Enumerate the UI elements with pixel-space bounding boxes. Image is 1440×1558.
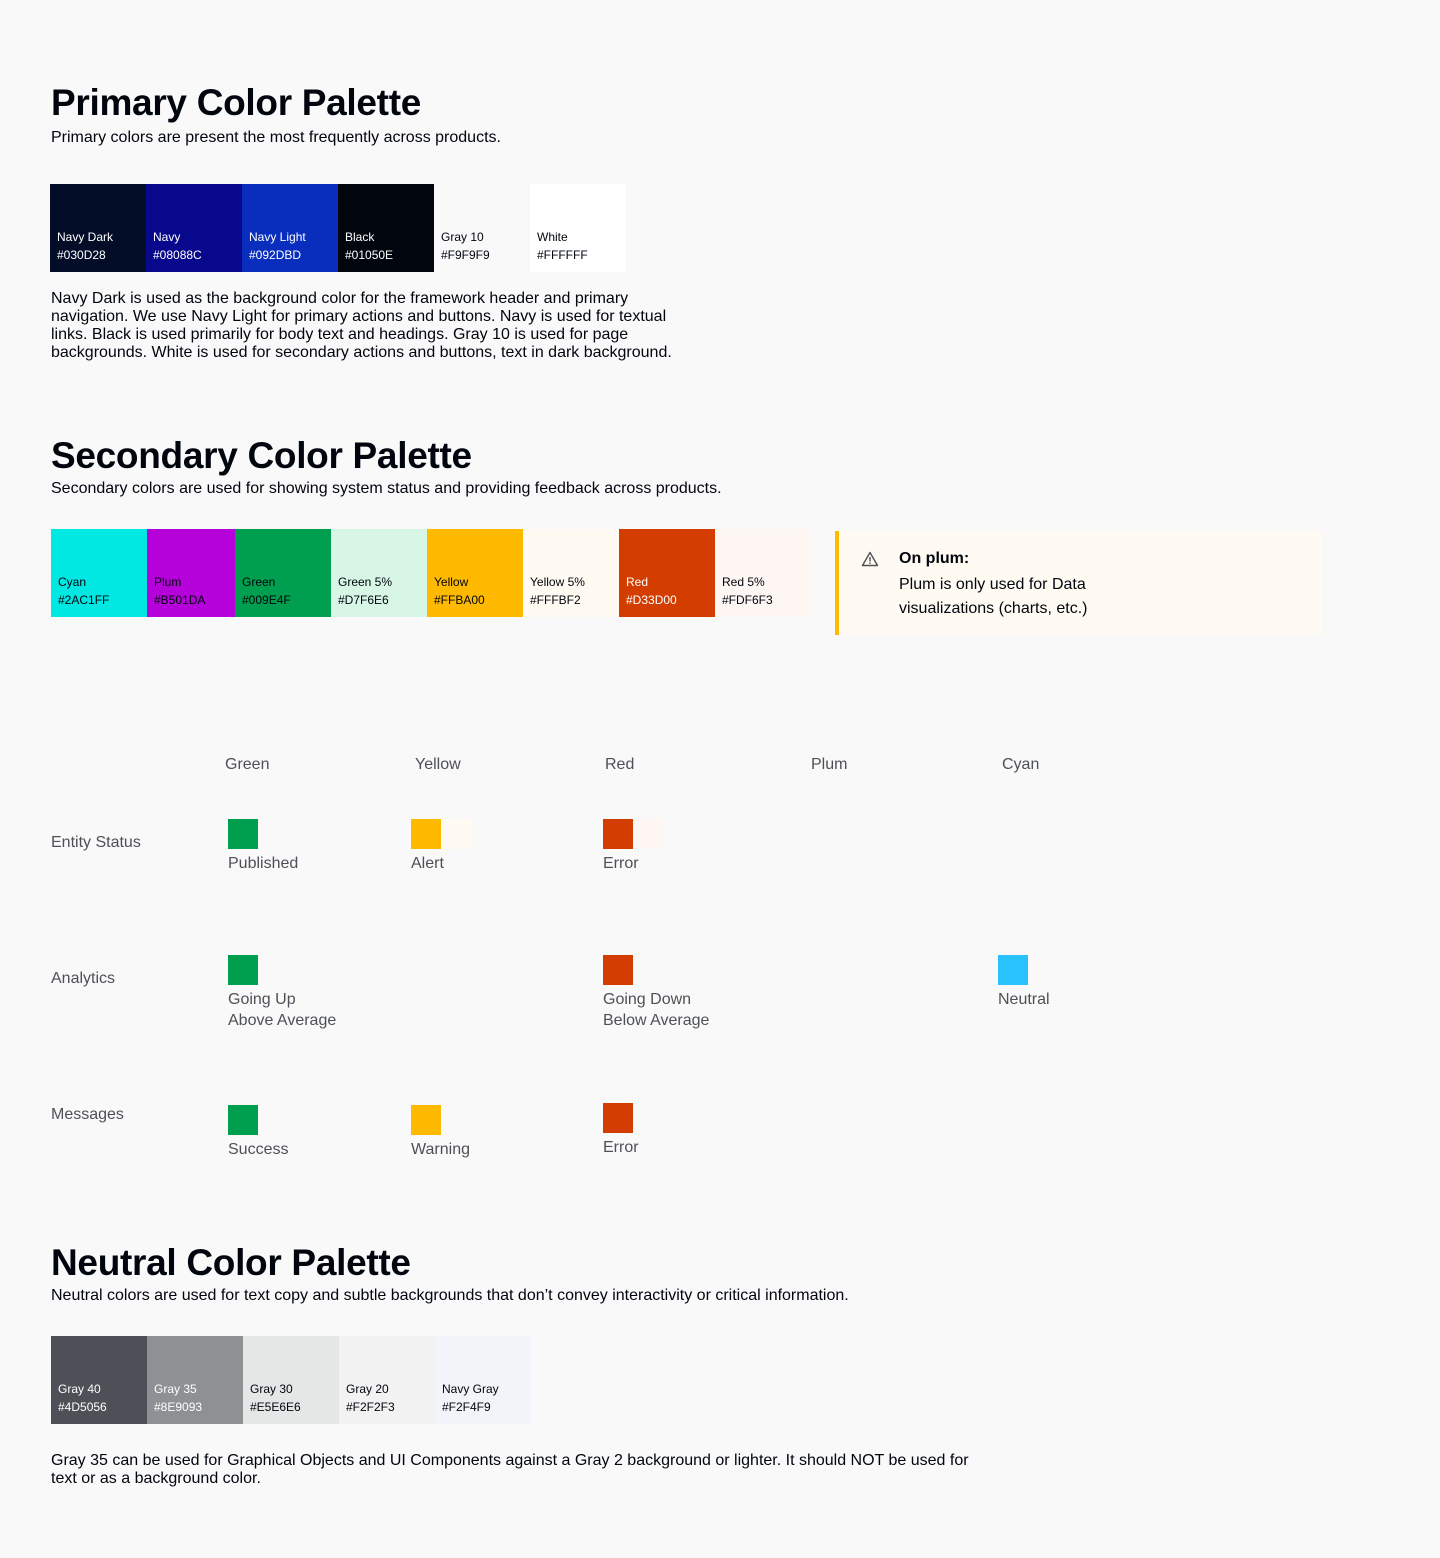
swatch-name: Green (242, 575, 276, 589)
swatch-red-5-: Red 5% #FDF6F3 (715, 529, 811, 617)
swatch-hex: #B501DA (154, 593, 206, 607)
swatch-navy-light: Navy Light #092DBD (242, 184, 338, 272)
swatch-red: Red #D33D00 (619, 529, 715, 617)
going-down-label: Going Down (603, 991, 692, 1008)
swatch-navy: Navy #08088C (146, 184, 242, 272)
swatch-hex: #FFFFFF (537, 248, 588, 262)
swatch-hex: #F9F9F9 (441, 248, 490, 262)
swatch-hex: #D33D00 (626, 593, 677, 607)
swatch-hex: #092DBD (249, 248, 302, 262)
message-error-swatch (603, 1103, 633, 1133)
row-messages: Messages (51, 1106, 124, 1123)
swatch-hex: #F2F2F3 (346, 1400, 395, 1414)
swatch-hex: #8E9093 (154, 1400, 203, 1414)
published-swatch (228, 819, 258, 849)
message-error-label: Error (603, 1139, 639, 1156)
swatch-hex: #4D5056 (58, 1400, 107, 1414)
swatch-name: Red (626, 575, 649, 589)
primary-title: Primary Color Palette (51, 82, 422, 123)
swatch-name: Gray 35 (154, 1382, 197, 1396)
swatch-name: Navy Dark (57, 230, 114, 244)
swatch-yellow-5-: Yellow 5% #FFFBF2 (523, 529, 619, 617)
swatch-name: Plum (154, 575, 182, 589)
warning-swatch (411, 1105, 441, 1135)
below-average-label: Below Average (603, 1012, 710, 1029)
notice-body: Plum is only used for Data visualization… (899, 576, 1088, 617)
swatch-green-5-: Green 5% #D7F6E6 (331, 529, 427, 617)
row-analytics: Analytics (51, 970, 116, 987)
swatch-yellow: Yellow #FFBA00 (427, 529, 523, 617)
neutral-label: Neutral (998, 991, 1050, 1008)
error-label: Error (603, 855, 639, 872)
swatch-name: Black (345, 230, 375, 244)
alert-light-swatch (441, 819, 471, 849)
error-swatch (603, 819, 633, 849)
swatch-gray-35: Gray 35 #8E9093 (147, 1336, 243, 1424)
swatch-name: Gray 10 (441, 230, 484, 244)
swatch-hex: #01050E (345, 248, 394, 262)
swatch-hex: #F2F4F9 (442, 1400, 491, 1414)
column-cyan: Cyan (1002, 756, 1040, 773)
neutral-subtitle: Neutral colors are used for text copy an… (51, 1287, 849, 1304)
column-green: Green (225, 756, 270, 773)
swatch-gray-10: Gray 10 #F9F9F9 (434, 184, 530, 272)
swatch-cyan: Cyan #2AC1FF (51, 529, 147, 617)
secondary-subtitle: Secondary colors are used for showing sy… (51, 480, 722, 497)
swatch-name: Gray 30 (250, 1382, 293, 1396)
column-red: Red (605, 756, 635, 773)
swatch-hex: #D7F6E6 (338, 593, 389, 607)
swatch-hex: #2AC1FF (58, 593, 110, 607)
going-down-swatch (603, 955, 633, 985)
swatch-hex: #030D28 (57, 248, 106, 262)
swatch-gray-20: Gray 20 #F2F2F3 (339, 1336, 435, 1424)
column-yellow: Yellow (415, 756, 461, 773)
swatch-name: Yellow 5% (530, 575, 585, 589)
neutral-swatch (998, 955, 1028, 985)
swatch-black: Black #01050E (338, 184, 434, 272)
notice-title: On plum: (899, 550, 970, 567)
swatch-plum: Plum #B501DA (147, 529, 235, 617)
swatch-hex: #009E4F (242, 593, 291, 607)
success-label: Success (228, 1141, 289, 1158)
success-swatch (228, 1105, 258, 1135)
plum-notice: On plum: Plum is only used for Data visu… (835, 531, 1322, 635)
secondary-title: Secondary Color Palette (51, 435, 472, 476)
swatch-green: Green #009E4F (235, 529, 331, 617)
neutral-title: Neutral Color Palette (51, 1242, 411, 1283)
published-label: Published (228, 855, 299, 872)
above-average-label: Above Average (228, 1012, 337, 1029)
swatch-gray-40: Gray 40 #4D5056 (51, 1336, 147, 1424)
error-light-swatch (633, 819, 663, 849)
swatch-name: Red 5% (722, 575, 765, 589)
swatch-hex: #FFBA00 (434, 593, 485, 607)
swatch-navy-dark: Navy Dark #030D28 (50, 184, 146, 272)
warning-triangle-icon (861, 551, 879, 567)
alert-swatch (411, 819, 441, 849)
neutral-note: Gray 35 can be used for Graphical Object… (51, 1452, 969, 1487)
swatch-white: White #FFFFFF (530, 184, 626, 272)
swatch-gray-30: Gray 30 #E5E6E6 (243, 1336, 339, 1424)
warning-label: Warning (411, 1141, 470, 1158)
primary-subtitle: Primary colors are present the most freq… (51, 129, 501, 146)
swatch-name: Gray 20 (346, 1382, 389, 1396)
swatch-navy-gray: Navy Gray #F2F4F9 (435, 1336, 531, 1424)
swatch-hex: #08088C (153, 248, 202, 262)
alert-label: Alert (411, 855, 444, 872)
going-up-label: Going Up (228, 991, 296, 1008)
primary-note: Navy Dark is used as the background colo… (51, 290, 672, 361)
swatch-name: Cyan (58, 575, 87, 589)
swatch-name: Yellow (434, 575, 469, 589)
swatch-name: Gray 40 (58, 1382, 101, 1396)
row-entity-status: Entity Status (51, 834, 141, 851)
swatch-hex: #FDF6F3 (722, 593, 773, 607)
swatch-name: Navy (153, 230, 181, 244)
swatch-name: Green 5% (338, 575, 393, 589)
swatch-hex: #E5E6E6 (250, 1400, 301, 1414)
swatch-name: Navy Gray (442, 1382, 499, 1396)
swatch-name: White (537, 230, 568, 244)
swatch-hex: #FFFBF2 (530, 593, 581, 607)
swatch-name: Navy Light (249, 230, 306, 244)
going-up-swatch (228, 955, 258, 985)
column-plum: Plum (811, 756, 848, 773)
